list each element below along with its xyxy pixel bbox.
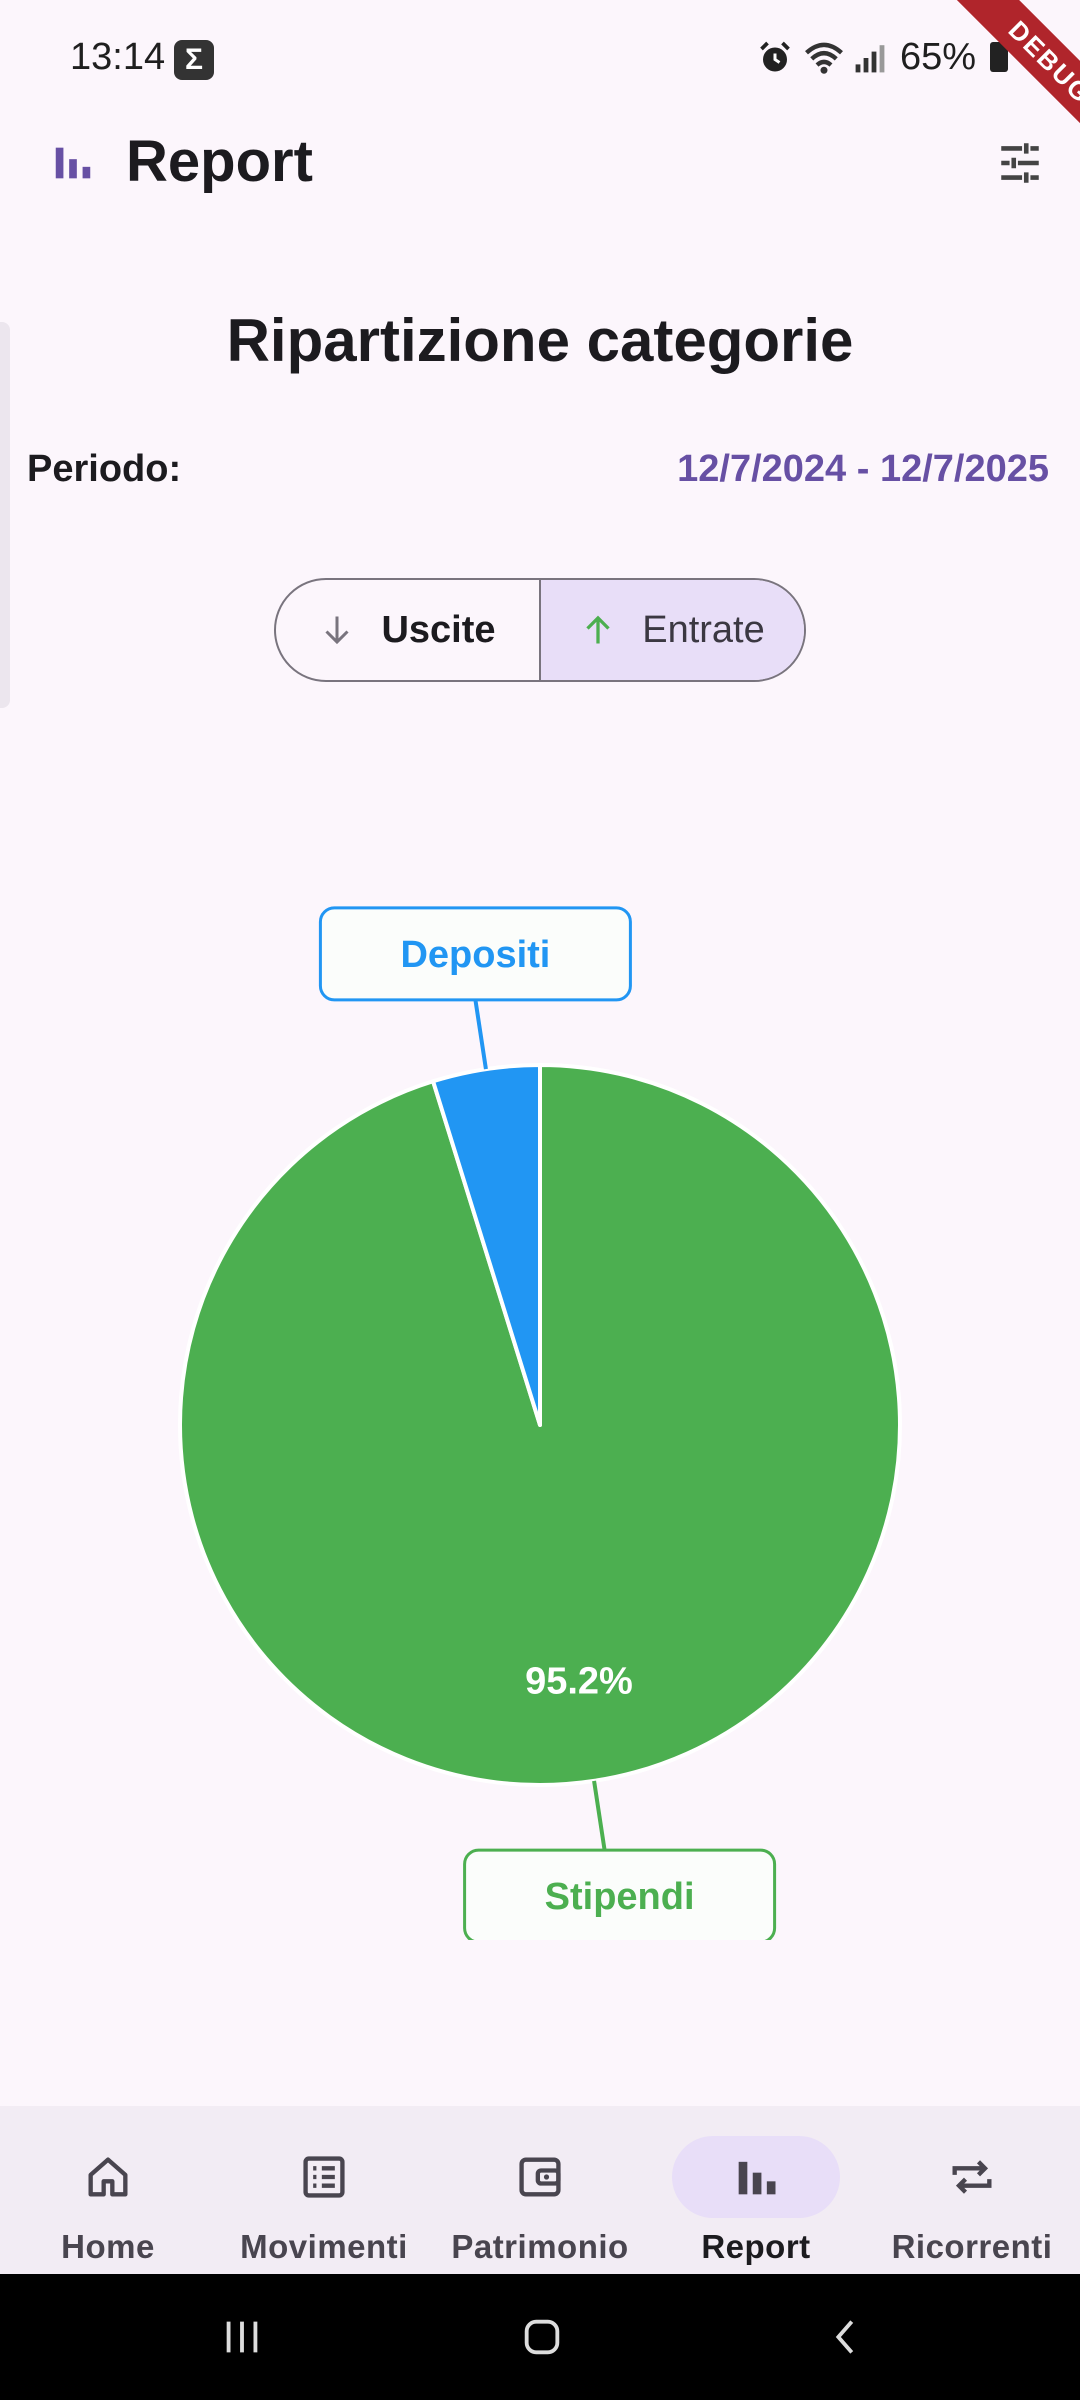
pie-chart: Stipendi 95.2% Depositi [178, 906, 903, 1940]
period-label: Periodo: [27, 448, 182, 490]
nav-patrimonio-label: Patrimonio [451, 2228, 629, 2265]
nav-report[interactable]: Report [672, 2106, 840, 2274]
pie-label-box-stipendi [463, 1848, 777, 1940]
pie-label-depositi: Depositi [400, 934, 550, 976]
list-icon [303, 2156, 345, 2198]
drawer-edge-handle[interactable] [0, 322, 10, 708]
pie-value-stipendi: 95.2% [525, 1660, 633, 1702]
nav-movimenti-label: Movimenti [240, 2228, 408, 2265]
page-title: Report [126, 129, 313, 194]
nav-ricorrenti-label: Ricorrenti [891, 2228, 1053, 2265]
nav-patrimonio[interactable]: Patrimonio [451, 2106, 628, 2274]
pie-label-stipendi: Stipendi [545, 1876, 695, 1918]
recent-apps-icon[interactable] [218, 2314, 266, 2360]
nav-home-label: Home [61, 2228, 155, 2265]
period-date-range[interactable]: 12/7/2024 - 12/7/2025 [677, 448, 1049, 490]
alarm-icon [760, 41, 790, 72]
nav-home[interactable]: Home [24, 2106, 192, 2274]
back-icon[interactable] [822, 2314, 870, 2360]
tune-icon [1001, 143, 1039, 183]
leader-line-depositi [473, 999, 488, 1070]
pie-label-box-depositi [318, 906, 632, 1002]
system-navigation-bar [0, 2274, 1080, 2400]
segment-entrate-label: Entrate [642, 608, 765, 651]
leader-line-stipendi [592, 1780, 607, 1851]
filter-settings-button[interactable] [980, 128, 1060, 198]
battery-level: 65% [900, 36, 977, 78]
segment-uscite-label: Uscite [381, 608, 496, 651]
section-title: Ripartizione categorie [226, 307, 854, 374]
arrow-up-icon [586, 615, 610, 644]
wifi-icon [805, 42, 843, 74]
battery-icon [990, 42, 1008, 72]
segment-uscite[interactable]: Uscite [276, 580, 541, 680]
sigma-notification-icon: Σ [174, 40, 214, 80]
home-icon [88, 2157, 128, 2197]
arrow-down-icon [325, 616, 350, 645]
bottom-navigation: Home Movimenti Patrimonio [0, 2106, 1080, 2274]
bar-chart-icon [738, 2161, 776, 2195]
nav-movimenti[interactable]: Movimenti [240, 2106, 408, 2274]
type-segmented-control: Uscite Entrate [274, 578, 806, 682]
bar-chart-icon [55, 147, 91, 179]
segment-entrate[interactable]: Entrate [541, 580, 804, 680]
pie-slice-depositi[interactable] [431, 1063, 542, 1427]
repeat-icon [952, 2160, 992, 2194]
nav-report-label: Report [701, 2228, 811, 2265]
nav-ricorrenti[interactable]: Ricorrenti [888, 2106, 1056, 2274]
wallet-icon [519, 2157, 561, 2197]
signal-icon [855, 45, 885, 73]
status-time: 13:14 [70, 36, 166, 78]
home-system-icon[interactable] [518, 2314, 566, 2360]
